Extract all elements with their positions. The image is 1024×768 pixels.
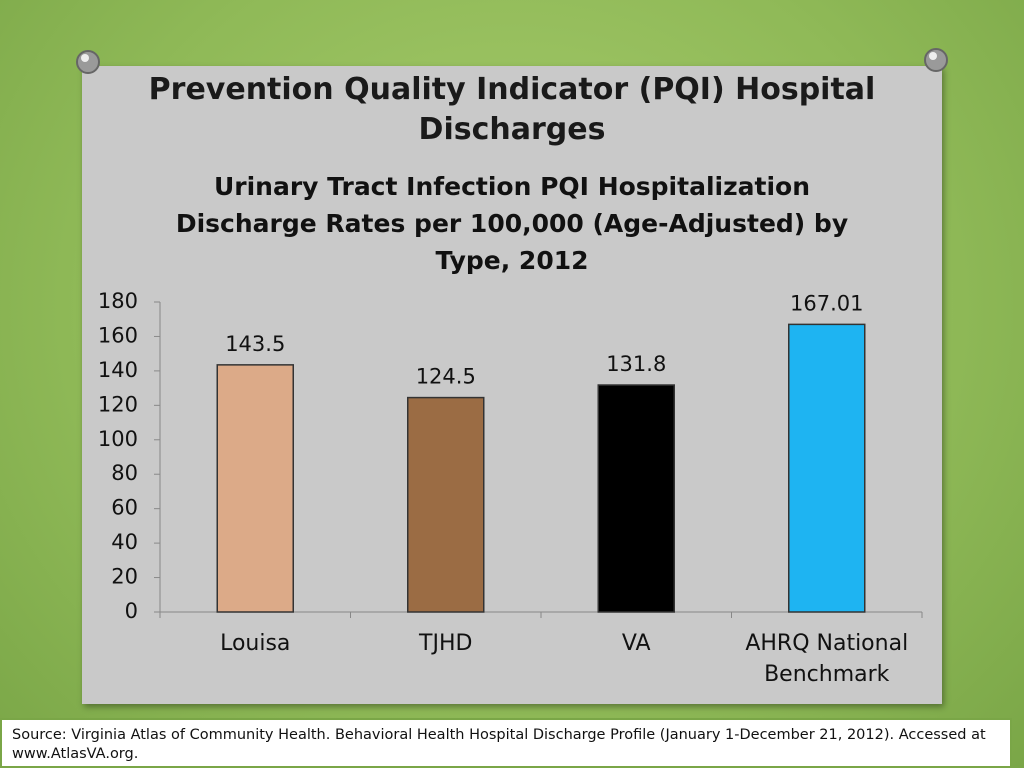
source-note: Source: Virginia Atlas of Community Heal… (0, 718, 1012, 768)
y-tick-label: 0 (125, 599, 138, 623)
slide-title: Prevention Quality Indicator (PQI) Hospi… (148, 72, 876, 147)
value-label: 143.5 (225, 332, 285, 356)
y-tick-label: 100 (98, 427, 138, 451)
y-tick-label: 160 (98, 323, 138, 347)
bar (407, 396, 485, 613)
chart-title: Urinary Tract Infection PQI Hospitalizat… (175, 172, 849, 275)
y-tick-label: 40 (111, 530, 138, 554)
value-label: 131.8 (606, 352, 666, 376)
bar (597, 384, 675, 613)
y-tick-label: 80 (111, 461, 138, 485)
pin (76, 50, 100, 74)
y-tick-label: 20 (111, 565, 138, 589)
value-label: 124.5 (416, 365, 476, 389)
x-tick-label: VA (621, 631, 651, 656)
y-tick-label: 180 (98, 289, 138, 313)
bar (788, 323, 866, 613)
y-tick-label: 140 (98, 358, 138, 382)
bar (216, 364, 294, 613)
x-tick-label: Louisa (220, 631, 291, 656)
y-tick-label: 60 (111, 496, 138, 520)
value-label: 167.01 (790, 291, 863, 315)
y-tick-label: 120 (98, 392, 138, 416)
pin (924, 48, 948, 72)
x-tick-label: AHRQ National Benchmark (745, 631, 909, 687)
x-tick-label: TJHD (419, 631, 473, 656)
